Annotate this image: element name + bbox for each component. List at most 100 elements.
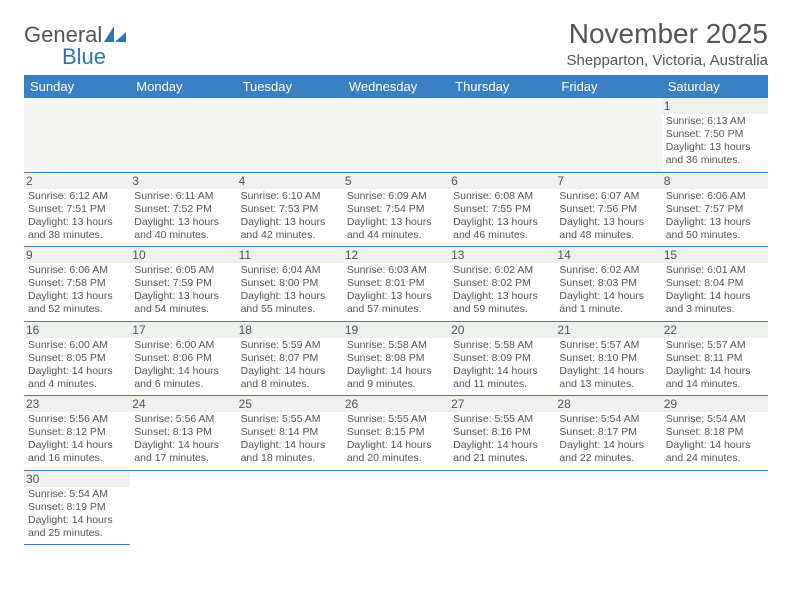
calendar-day-cell: 16Sunrise: 6:00 AMSunset: 8:05 PMDayligh… [24,321,130,396]
day-number: 2 [24,173,130,189]
calendar-day-cell: 27Sunrise: 5:55 AMSunset: 8:16 PMDayligh… [449,396,555,471]
calendar-day-cell: 26Sunrise: 5:55 AMSunset: 8:15 PMDayligh… [343,396,449,471]
daylight-line: Daylight: 14 hours and 17 minutes. [134,439,232,465]
sunrise-line: Sunrise: 5:57 AM [666,339,764,352]
daylight-line: Daylight: 13 hours and 38 minutes. [28,216,126,242]
sunrise-line: Sunrise: 6:02 AM [453,264,551,277]
calendar-row: 30Sunrise: 5:54 AMSunset: 8:19 PMDayligh… [24,470,768,545]
calendar-day-cell: 29Sunrise: 5:54 AMSunset: 8:18 PMDayligh… [662,396,768,471]
calendar-row: 9Sunrise: 6:06 AMSunset: 7:58 PMDaylight… [24,247,768,322]
logo-text: General Blue [24,24,126,68]
day-info: Sunrise: 5:57 AMSunset: 8:10 PMDaylight:… [559,339,657,392]
day-number: 20 [449,322,555,338]
daylight-line: Daylight: 13 hours and 46 minutes. [453,216,551,242]
sunrise-line: Sunrise: 5:56 AM [28,413,126,426]
sunset-line: Sunset: 8:14 PM [241,426,339,439]
calendar-empty-cell [343,98,449,172]
sunset-line: Sunset: 8:15 PM [347,426,445,439]
sunrise-line: Sunrise: 6:02 AM [559,264,657,277]
calendar-empty-cell [449,470,555,545]
calendar-empty-cell [555,470,661,545]
sunrise-line: Sunrise: 6:05 AM [134,264,232,277]
day-number: 22 [662,322,768,338]
day-number: 23 [24,396,130,412]
sunrise-line: Sunrise: 6:11 AM [134,190,232,203]
calendar-empty-cell [343,470,449,545]
daylight-line: Daylight: 14 hours and 21 minutes. [453,439,551,465]
calendar-day-cell: 5Sunrise: 6:09 AMSunset: 7:54 PMDaylight… [343,172,449,247]
sunrise-line: Sunrise: 6:06 AM [28,264,126,277]
sunset-line: Sunset: 8:13 PM [134,426,232,439]
day-number: 9 [24,247,130,263]
sunset-line: Sunset: 8:18 PM [666,426,764,439]
calendar-day-cell: 24Sunrise: 5:56 AMSunset: 8:13 PMDayligh… [130,396,236,471]
day-info: Sunrise: 6:11 AMSunset: 7:52 PMDaylight:… [134,190,232,243]
daylight-line: Daylight: 13 hours and 55 minutes. [241,290,339,316]
logo: General Blue [24,24,126,68]
day-number: 16 [24,322,130,338]
sunrise-line: Sunrise: 5:54 AM [28,488,126,501]
sunset-line: Sunset: 7:50 PM [666,128,764,141]
logo-accent: Blue [62,44,106,69]
day-info: Sunrise: 6:08 AMSunset: 7:55 PMDaylight:… [453,190,551,243]
day-info: Sunrise: 6:04 AMSunset: 8:00 PMDaylight:… [241,264,339,317]
day-number: 8 [662,173,768,189]
sunrise-line: Sunrise: 5:54 AM [559,413,657,426]
daylight-line: Daylight: 14 hours and 20 minutes. [347,439,445,465]
daylight-line: Daylight: 14 hours and 9 minutes. [347,365,445,391]
day-info: Sunrise: 5:54 AMSunset: 8:19 PMDaylight:… [28,488,126,541]
sunset-line: Sunset: 7:56 PM [559,203,657,216]
day-info: Sunrise: 6:07 AMSunset: 7:56 PMDaylight:… [559,190,657,243]
calendar-day-cell: 10Sunrise: 6:05 AMSunset: 7:59 PMDayligh… [130,247,236,322]
daylight-line: Daylight: 14 hours and 3 minutes. [666,290,764,316]
sunset-line: Sunset: 7:59 PM [134,277,232,290]
calendar-day-cell: 7Sunrise: 6:07 AMSunset: 7:56 PMDaylight… [555,172,661,247]
day-number: 30 [24,471,130,487]
daylight-line: Daylight: 13 hours and 48 minutes. [559,216,657,242]
calendar-empty-cell [130,98,236,172]
calendar-day-cell: 4Sunrise: 6:10 AMSunset: 7:53 PMDaylight… [237,172,343,247]
day-number: 15 [662,247,768,263]
sunset-line: Sunset: 7:54 PM [347,203,445,216]
sunset-line: Sunset: 8:09 PM [453,352,551,365]
day-number: 12 [343,247,449,263]
calendar-day-cell: 11Sunrise: 6:04 AMSunset: 8:00 PMDayligh… [237,247,343,322]
sunset-line: Sunset: 8:08 PM [347,352,445,365]
day-info: Sunrise: 5:54 AMSunset: 8:18 PMDaylight:… [666,413,764,466]
sunset-line: Sunset: 7:53 PM [241,203,339,216]
sunset-line: Sunset: 8:17 PM [559,426,657,439]
day-number: 27 [449,396,555,412]
day-info: Sunrise: 6:10 AMSunset: 7:53 PMDaylight:… [241,190,339,243]
sunset-line: Sunset: 8:03 PM [559,277,657,290]
day-info: Sunrise: 5:59 AMSunset: 8:07 PMDaylight:… [241,339,339,392]
calendar-empty-cell [130,470,236,545]
calendar-row: 2Sunrise: 6:12 AMSunset: 7:51 PMDaylight… [24,172,768,247]
calendar-day-cell: 14Sunrise: 6:02 AMSunset: 8:03 PMDayligh… [555,247,661,322]
day-info: Sunrise: 6:02 AMSunset: 8:02 PMDaylight:… [453,264,551,317]
day-info: Sunrise: 6:13 AMSunset: 7:50 PMDaylight:… [666,115,764,168]
sunrise-line: Sunrise: 5:56 AM [134,413,232,426]
day-number: 28 [555,396,661,412]
calendar-day-cell: 6Sunrise: 6:08 AMSunset: 7:55 PMDaylight… [449,172,555,247]
sunset-line: Sunset: 8:11 PM [666,352,764,365]
calendar-page: General Blue November 2025 Shepparton, V… [0,0,792,545]
day-info: Sunrise: 5:58 AMSunset: 8:09 PMDaylight:… [453,339,551,392]
sunset-line: Sunset: 8:12 PM [28,426,126,439]
weekday-header: Wednesday [343,75,449,98]
sunset-line: Sunset: 8:00 PM [241,277,339,290]
day-number: 10 [130,247,236,263]
day-info: Sunrise: 6:06 AMSunset: 7:57 PMDaylight:… [666,190,764,243]
day-info: Sunrise: 5:56 AMSunset: 8:13 PMDaylight:… [134,413,232,466]
day-info: Sunrise: 6:01 AMSunset: 8:04 PMDaylight:… [666,264,764,317]
sunset-line: Sunset: 8:04 PM [666,277,764,290]
calendar-day-cell: 18Sunrise: 5:59 AMSunset: 8:07 PMDayligh… [237,321,343,396]
daylight-line: Daylight: 14 hours and 18 minutes. [241,439,339,465]
location: Shepparton, Victoria, Australia [566,52,768,69]
day-info: Sunrise: 6:12 AMSunset: 7:51 PMDaylight:… [28,190,126,243]
daylight-line: Daylight: 14 hours and 8 minutes. [241,365,339,391]
calendar-day-cell: 19Sunrise: 5:58 AMSunset: 8:08 PMDayligh… [343,321,449,396]
calendar-day-cell: 2Sunrise: 6:12 AMSunset: 7:51 PMDaylight… [24,172,130,247]
sunset-line: Sunset: 8:02 PM [453,277,551,290]
daylight-line: Daylight: 14 hours and 14 minutes. [666,365,764,391]
daylight-line: Daylight: 13 hours and 36 minutes. [666,141,764,167]
